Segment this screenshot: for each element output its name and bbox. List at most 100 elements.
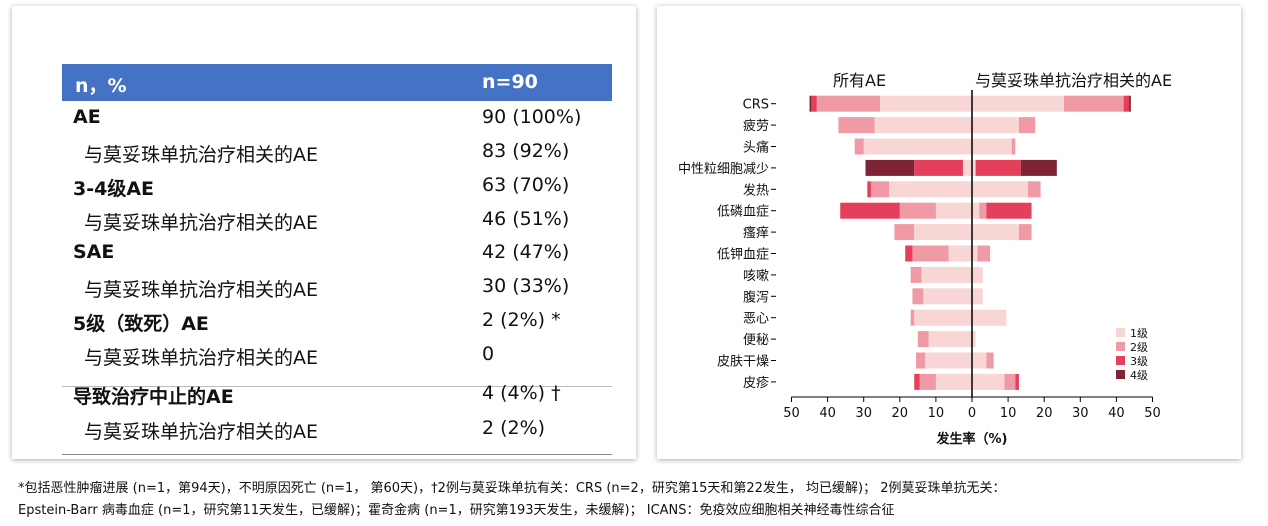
- category-label: 中性粒细胞减少: [678, 162, 769, 177]
- bar-all-ae: [809, 95, 812, 112]
- bar-all-ae: [811, 95, 817, 112]
- chart-left-title: 所有AE: [833, 71, 887, 90]
- table-header: n，% n=90: [62, 64, 612, 101]
- row-label: 与莫妥珠单抗治疗相关的AE: [84, 347, 319, 369]
- bar-related-ae: [1020, 159, 1057, 176]
- bar-related-ae: [972, 245, 978, 262]
- bar-all-ae: [910, 266, 922, 283]
- bar-all-ae: [919, 373, 936, 390]
- bar-all-ae: [925, 352, 972, 369]
- bar-all-ae: [905, 245, 913, 262]
- header-col-count: n=90: [482, 71, 538, 93]
- table-row: 与莫妥珠单抗治疗相关的AE 0: [62, 340, 612, 374]
- bar-all-ae: [916, 352, 926, 369]
- legend-label: 4级: [1130, 369, 1148, 382]
- bar-related-ae: [1064, 95, 1124, 112]
- row-value: 83 (92%): [482, 140, 570, 162]
- table-row: SAE 42 (47%): [62, 238, 612, 272]
- bar-related-ae: [972, 138, 1012, 155]
- bar-related-ae: [1004, 373, 1016, 390]
- bar-related-ae: [975, 159, 1021, 176]
- bar-all-ae: [917, 331, 929, 348]
- x-tick-label: 40: [819, 406, 836, 421]
- category-label: 疲劳: [743, 118, 769, 134]
- row-label: 与莫妥珠单抗治疗相关的AE: [84, 144, 319, 166]
- legend-label: 2级: [1130, 341, 1148, 354]
- bar-related-ae: [1129, 95, 1131, 112]
- category-label: 头痛: [743, 140, 769, 156]
- bar-all-ae: [870, 181, 889, 198]
- row-value: 42 (47%): [482, 241, 570, 263]
- x-tick-label: 30: [855, 406, 872, 421]
- bar-all-ae: [914, 373, 920, 390]
- bar-related-ae: [986, 352, 994, 369]
- category-label: 发热: [743, 182, 769, 198]
- legend-swatch: [1116, 370, 1125, 379]
- bar-all-ae: [894, 224, 915, 241]
- row-label: 与莫妥珠单抗治疗相关的AE: [84, 279, 319, 301]
- x-tick-label: 40: [1108, 406, 1125, 421]
- bar-related-ae: [972, 202, 980, 219]
- x-tick-label: 50: [783, 406, 800, 421]
- chart-right-title: 与莫妥珠单抗治疗相关的AE: [975, 71, 1173, 90]
- row-value: 0: [482, 343, 495, 365]
- bar-related-ae: [972, 266, 983, 283]
- row-value: 2 (2%): [482, 417, 546, 439]
- row-label: 与莫妥珠单抗治疗相关的AE: [84, 421, 319, 443]
- bar-related-ae: [972, 159, 976, 176]
- row-value: 90 (100%): [482, 106, 582, 128]
- bar-all-ae: [879, 95, 972, 112]
- bar-related-ae: [972, 288, 983, 305]
- bar-all-ae: [888, 181, 972, 198]
- category-label: 恶心: [743, 312, 769, 327]
- x-tick-label: 10: [1000, 406, 1017, 421]
- bar-related-ae: [972, 352, 987, 369]
- table-row: 与莫妥珠单抗治疗相关的AE 2 (2%): [62, 414, 612, 448]
- category-label: 便秘: [743, 333, 769, 348]
- bar-related-ae: [977, 245, 991, 262]
- x-tick-label: 30: [1072, 406, 1089, 421]
- bar-all-ae: [816, 95, 880, 112]
- row-label: SAE: [73, 241, 115, 263]
- legend-label: 1级: [1130, 327, 1148, 340]
- table-row: 导致治疗中止的AE 4 (4%) †: [62, 379, 612, 413]
- bar-all-ae: [921, 266, 972, 283]
- legend-swatch: [1116, 342, 1125, 351]
- category-label: 皮疹: [743, 375, 769, 391]
- bar-all-ae: [854, 138, 864, 155]
- category-label: 腹泻: [743, 289, 769, 305]
- category-label: CRS: [743, 98, 769, 113]
- category-label: 低钾血症: [717, 248, 769, 263]
- row-value: 46 (51%): [482, 208, 570, 230]
- row-label: AE: [73, 106, 101, 128]
- row-value: 2 (2%) *: [482, 309, 561, 331]
- x-tick-label: 50: [1144, 406, 1161, 421]
- row-label: 与莫妥珠单抗治疗相关的AE: [84, 212, 319, 234]
- header-col-n: n，%: [75, 75, 127, 97]
- bar-all-ae: [935, 202, 972, 219]
- bar-related-ae: [1015, 373, 1019, 390]
- butterfly-bar-chart: CRS 疲劳头痛中性粒细胞减少发热低磷血症瘙痒低钾血症咳嗽腹泻恶心便秘皮肤干燥皮疹…: [678, 90, 1161, 447]
- row-label: 3-4级AE: [73, 178, 155, 200]
- bar-related-ae: [1011, 138, 1016, 155]
- bar-related-ae: [972, 95, 1065, 112]
- bar-all-ae: [914, 309, 972, 326]
- bar-related-ae: [1018, 224, 1032, 241]
- table-row: 与莫妥珠单抗治疗相关的AE 46 (51%): [62, 205, 612, 239]
- category-label: 皮肤干燥: [717, 355, 769, 370]
- x-axis-title: 发生率（%): [936, 431, 1008, 447]
- row-value: 63 (70%): [482, 174, 570, 196]
- bar-all-ae: [912, 288, 924, 305]
- x-tick-label: 20: [1036, 406, 1053, 421]
- table-row: AE 90 (100%): [62, 103, 612, 137]
- bar-all-ae: [910, 309, 915, 326]
- category-label: 低磷血症: [717, 205, 769, 220]
- bar-all-ae: [914, 159, 963, 176]
- bar-all-ae: [865, 159, 915, 176]
- table-bottom-rule: [62, 454, 612, 455]
- category-label: 咳嗽: [743, 269, 769, 284]
- table-row: 与莫妥珠单抗治疗相关的AE 83 (92%): [62, 137, 612, 171]
- legend-swatch: [1116, 328, 1125, 337]
- x-tick-label: 0: [968, 406, 976, 421]
- ae-summary-panel: n，% n=90 AE 90 (100%) 与莫妥珠单抗治疗相关的AE 83 (…: [12, 6, 636, 459]
